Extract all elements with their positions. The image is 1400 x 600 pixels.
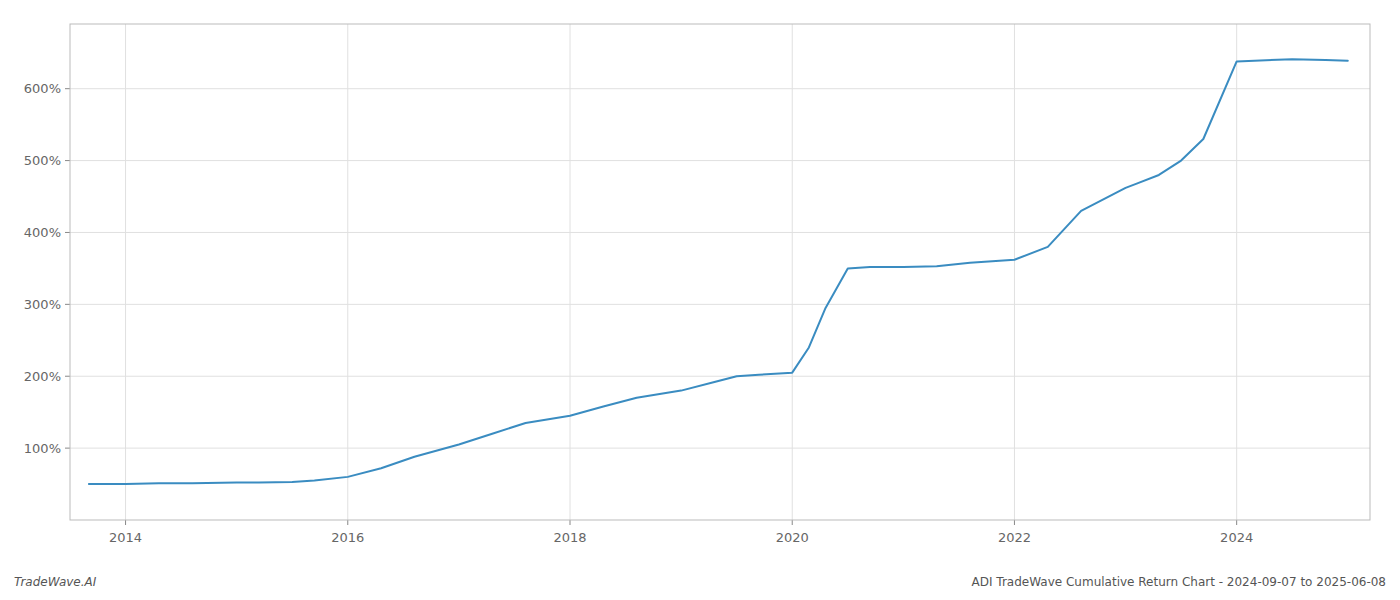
x-tick [347, 520, 348, 525]
y-grid-line [70, 160, 1370, 161]
x-grid-line [1236, 24, 1237, 520]
y-tick-label: 200% [24, 369, 61, 384]
y-tick [65, 448, 70, 449]
chart-container: 2014 2016 2018 2020 2022 2024 100% 200% 300% 400%… [0, 0, 1400, 600]
subtitle: TradeWave.AI [14, 575, 97, 589]
y-tick [65, 232, 70, 233]
x-tick-label: 2016 [331, 530, 364, 545]
grid [70, 24, 1370, 520]
y-tick-label: 100% [24, 441, 61, 456]
y-tick-label: 300% [24, 297, 61, 312]
x-grid-line [125, 24, 126, 520]
y-tick-label: 500% [24, 153, 61, 168]
x-grid-line [1014, 24, 1015, 520]
chart-svg: 2014 2016 2018 2020 2022 2024 100% 200% 300% 400%… [0, 0, 1400, 600]
title: ADI TradeWave Cumulative Return Chart - … [972, 575, 1386, 589]
y-tick [65, 304, 70, 305]
plot-background [70, 24, 1370, 520]
x-tick-label: 2022 [998, 530, 1031, 545]
x-grid-line [570, 24, 571, 520]
y-grid-line [70, 232, 1370, 233]
y-grid-line [70, 376, 1370, 377]
plot-frame [70, 24, 1370, 520]
x-tick-label: 2024 [1220, 530, 1253, 545]
y-tick-label: 400% [24, 225, 61, 240]
x-grid-line [347, 24, 348, 520]
series-group [89, 59, 1348, 484]
y-tick-label: 600% [24, 81, 61, 96]
y-tick [65, 376, 70, 377]
x-tick-label: 2018 [553, 530, 586, 545]
x-tick [1014, 520, 1015, 525]
x-grid-line [792, 24, 793, 520]
x-tick [1236, 520, 1237, 525]
y-tick [65, 88, 70, 89]
y-tick [65, 160, 70, 161]
y-grid-line [70, 304, 1370, 305]
x-tick [125, 520, 126, 525]
x-tick [570, 520, 571, 525]
ticks: 2014 2016 2018 2020 2022 2024 100% 200% 300% 400%… [24, 81, 1253, 545]
x-tick [792, 520, 793, 525]
x-tick-label: 2020 [776, 530, 809, 545]
y-grid-line [70, 88, 1370, 89]
x-tick-label: 2014 [109, 530, 142, 545]
y-grid-line [70, 448, 1370, 449]
line [89, 59, 1348, 484]
